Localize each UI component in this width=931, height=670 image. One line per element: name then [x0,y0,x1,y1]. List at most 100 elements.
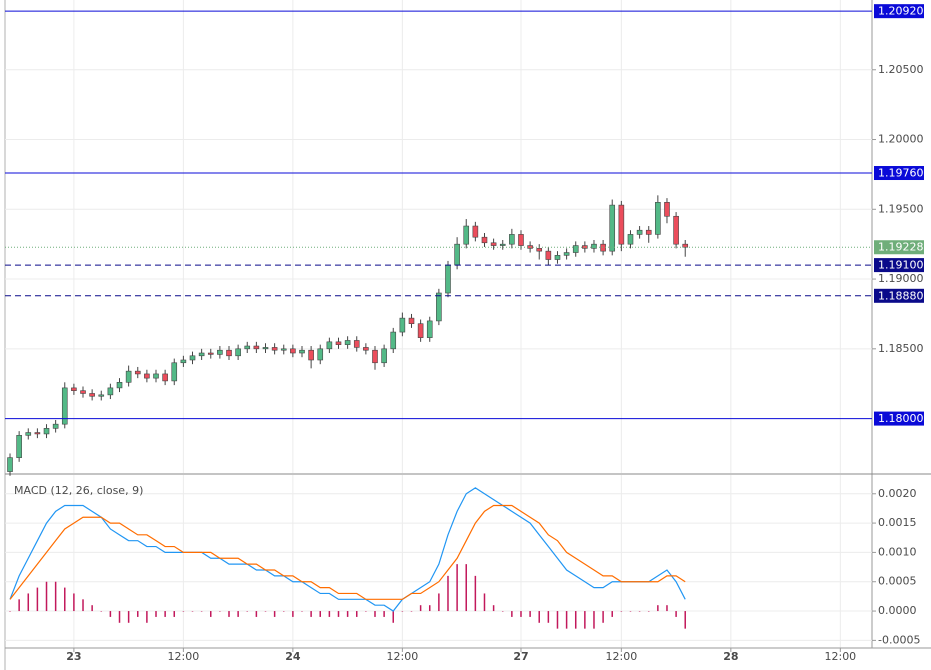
histogram-bar [246,611,249,612]
histogram-bar [328,611,331,617]
y-tick-label: 0.0010 [878,545,917,558]
candle-body [61,387,68,425]
histogram-bar [574,611,577,629]
candle-body [591,243,597,249]
x-tick-label: 24 [285,650,301,663]
candle-body [463,225,470,245]
price-label: 1.19228 [878,241,924,254]
candle-body [217,349,223,355]
candle-body [609,204,616,252]
histogram-bar [647,611,650,612]
histogram-bar [520,611,522,617]
candle-body [271,347,278,351]
histogram-bar [200,611,203,612]
histogram-bar [9,611,11,612]
candle-body [253,345,260,350]
candle-body [399,317,406,333]
candle-body [682,243,689,248]
histogram-bar [447,575,449,612]
candle-body [372,349,378,364]
candle-body [153,373,159,379]
candle-body [16,435,22,458]
candle-body [226,349,232,357]
candle-body [89,393,95,397]
price-label-box [874,258,924,273]
histogram-bar [374,611,376,617]
price-label-box [874,240,924,255]
candle-body [326,341,333,350]
candle-body [71,387,77,391]
candle-body [335,341,342,345]
candle-body [244,345,251,350]
histogram-bar [137,611,139,617]
histogram-bar [164,611,166,617]
histogram-bar [474,575,477,612]
price-label: 1.19760 [878,167,924,180]
candle-body [490,242,497,246]
y-tick-label: 1.20000 [878,133,924,146]
candle-body [125,370,132,383]
candle-body [627,234,634,245]
histogram-bar [210,611,212,617]
histogram-bar [127,611,130,623]
candle-body [180,359,187,364]
candle-body [34,432,41,435]
candle-body [509,234,515,245]
candle-body [636,229,643,235]
histogram-bar [27,593,30,612]
price-label: 1.20920 [878,5,924,18]
candle-body [536,248,543,252]
candle-body [381,348,387,364]
y-tick-label: 0.0000 [878,604,917,617]
candle-body [162,373,168,382]
histogram-bar [337,611,340,617]
histogram-bar [146,611,148,623]
y-tick-label: 1.19000 [878,272,924,285]
candle-body [664,202,670,217]
candle-body [317,348,324,361]
candle-body [235,348,241,357]
histogram-bar [538,611,540,623]
histogram-bar [438,593,440,612]
histogram-bar [556,611,559,629]
histogram-bar [255,611,258,617]
candle-body [445,264,451,294]
price-label-box [874,4,924,19]
histogram-bar [529,611,531,617]
candle-body [545,250,552,260]
candle-body [262,347,269,350]
price-label-box [874,166,924,181]
histogram-bar [346,611,349,617]
histogram-bar [428,605,431,612]
candle-body [363,347,369,351]
candle-body [280,348,287,351]
histogram-bar [456,564,458,612]
histogram-bar [64,587,66,612]
histogram-bar [118,611,121,623]
histogram-bar [292,611,294,617]
histogram-bar [401,611,404,612]
histogram-bar [593,611,595,629]
histogram-bar [155,611,157,617]
candle-body [645,229,652,235]
candle-body [299,349,305,354]
histogram-bar [584,611,586,629]
candle-body [499,243,506,246]
y-tick-label: 0.0020 [878,487,917,500]
histogram-bar [173,611,176,617]
histogram-bar [565,611,568,629]
candle-body [98,394,105,397]
candle-body [107,387,114,396]
y-tick-label: -0.0005 [878,633,920,646]
histogram-bar [273,611,276,617]
histogram-bar [501,611,504,612]
candle-body [563,252,570,256]
histogram-bar [383,611,385,617]
candle-body [554,255,561,260]
histogram-bar [666,605,668,612]
candle-body [25,432,32,436]
candle-body [436,292,442,322]
histogram-bar [638,611,641,612]
histogram-bar [392,611,394,623]
